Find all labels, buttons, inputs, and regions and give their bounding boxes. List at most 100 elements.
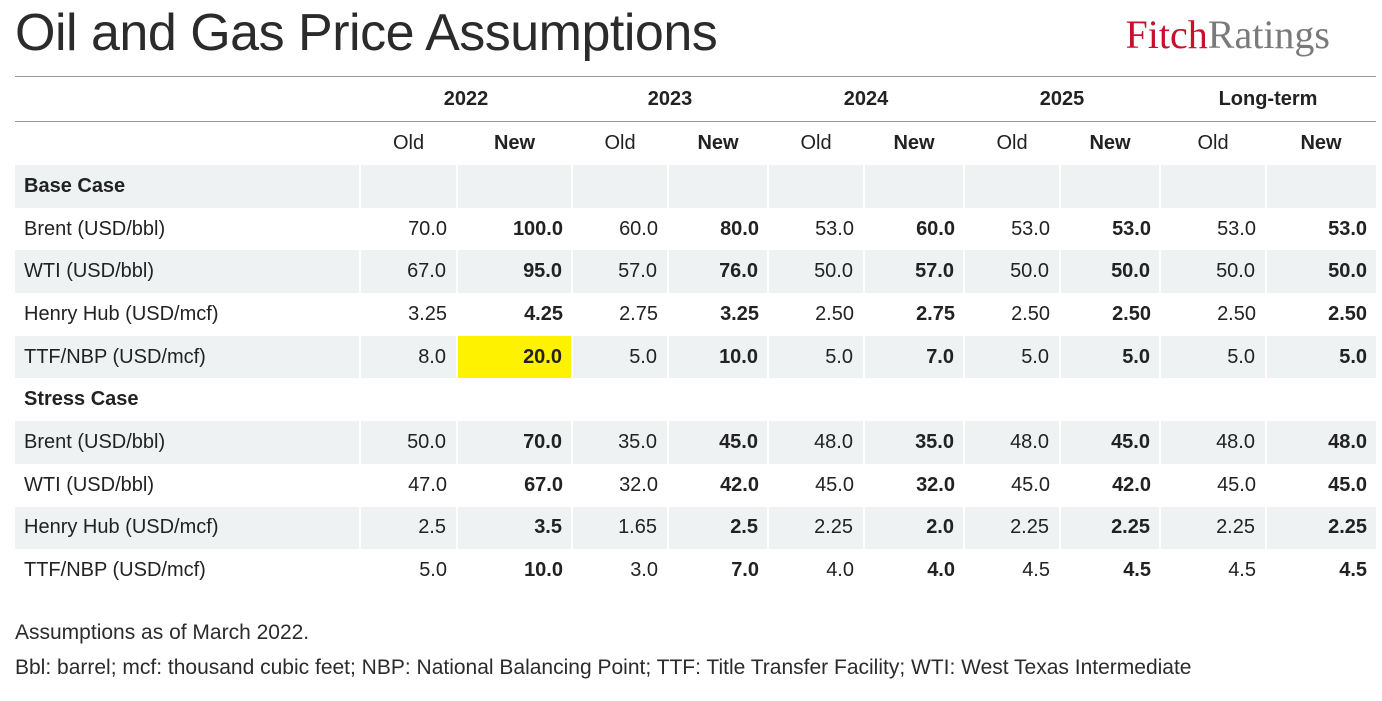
old-value-cell: 47.0	[408, 473, 447, 496]
empty-cell	[360, 165, 458, 208]
table-row: WTI (USD/bbl) 67.0 95.0 57.0 76.0 50.0 57.0 50.…	[15, 250, 1377, 294]
logo-fitch-text: Fitch	[1125, 12, 1208, 57]
empty-cell	[1266, 378, 1376, 421]
old-value-cell: 48.0	[768, 421, 865, 464]
new-value-cell: 50.0	[1266, 250, 1377, 294]
old-column-header: Old	[800, 131, 832, 154]
new-value-cell: 100.0	[512, 217, 563, 240]
empty-cell	[1266, 165, 1377, 208]
year-header: 2024	[768, 79, 964, 122]
old-column-header: Old	[996, 131, 1028, 154]
old-value-cell: 5.0	[419, 559, 447, 582]
page-title: Oil and Gas Price Assumptions	[15, 4, 718, 62]
old-value-cell: 5.0	[572, 335, 669, 379]
empty-cell	[864, 165, 965, 208]
new-value-cell: 67.0	[524, 473, 563, 496]
old-value-cell: 50.0	[964, 250, 1061, 294]
empty-cell	[768, 165, 865, 208]
row-label: Brent (USD/bbl)	[15, 421, 361, 464]
empty-cell	[964, 378, 1060, 421]
old-value-cell: 70.0	[408, 217, 447, 240]
new-value-cell: 35.0	[864, 421, 965, 464]
new-value-cell: 7.0	[864, 335, 965, 379]
old-value-cell: 5.0	[768, 335, 865, 379]
new-column-header: New	[493, 131, 536, 154]
new-value-cell: 7.0	[731, 559, 759, 582]
empty-cell	[768, 378, 864, 421]
row-label: WTI (USD/bbl)	[15, 250, 361, 294]
header-blank	[15, 79, 360, 122]
section-title: Stress Case	[24, 388, 139, 411]
new-value-cell: 42.0	[720, 473, 759, 496]
old-value-cell: 53.0	[1217, 217, 1256, 240]
footnote-abbreviations: Bbl: barrel; mcf: thousand cubic feet; N…	[15, 656, 1192, 679]
old-value-cell: 2.25	[964, 506, 1061, 550]
table-row: TTF/NBP (USD/mcf) 5.0 10.0 3.0 7.0 4.0 4.0 4.5 4…	[15, 549, 1376, 592]
new-value-cell: 53.0	[1328, 217, 1368, 240]
header-blank	[15, 121, 360, 165]
new-value-cell: 4.5	[1123, 559, 1151, 582]
old-value-cell: 3.25	[408, 302, 447, 325]
old-value-cell: 2.25	[768, 506, 865, 550]
old-value-cell: 45.0	[1011, 473, 1050, 496]
new-column-header: New	[697, 131, 739, 154]
footnotes: Assumptions as of March 2022. Bbl: barre…	[15, 615, 1191, 685]
new-value-cell: 3.5	[457, 506, 573, 550]
old-value-cell: 48.0	[964, 421, 1061, 464]
new-value-cell: 50.0	[1060, 250, 1161, 294]
row-label: TTF/NBP (USD/mcf)	[15, 335, 361, 379]
old-value-cell: 5.0	[964, 335, 1061, 379]
old-value-cell: 53.0	[815, 217, 854, 240]
new-value-cell: 2.50	[1112, 302, 1151, 325]
empty-cell	[360, 378, 457, 421]
old-value-cell: 57.0	[572, 250, 669, 294]
year-header: 2022	[360, 79, 572, 122]
table-row: Brent (USD/bbl) 70.0 100.0 60.0 80.0 53.0 60.0…	[15, 208, 1376, 251]
old-value-cell: 2.25	[1160, 506, 1267, 550]
empty-cell	[1060, 378, 1160, 421]
old-value-cell: 67.0	[360, 250, 458, 294]
new-value-cell: 10.0	[668, 335, 769, 379]
price-assumptions-table: 2022 2023 2024 2025 Long-term Old New Old New Ol…	[15, 79, 1377, 592]
old-value-cell: 45.0	[1217, 473, 1256, 496]
year-header-row: 2022 2023 2024 2025 Long-term	[15, 79, 1377, 122]
new-value-cell: 4.5	[1339, 559, 1368, 582]
new-value-cell: 5.0	[1266, 335, 1377, 379]
new-value-cell: 76.0	[668, 250, 769, 294]
section-header-row: Stress Case	[15, 378, 1376, 421]
old-value-cell: 4.0	[826, 559, 854, 582]
new-value-cell: 2.25	[1060, 506, 1161, 550]
year-header: 2023	[572, 79, 768, 122]
new-value-cell: 95.0	[457, 250, 573, 294]
footnote-date: Assumptions as of March 2022.	[15, 621, 310, 644]
section-header-row: Base Case	[15, 165, 1377, 208]
old-value-cell: 45.0	[815, 473, 854, 496]
old-value-cell: 48.0	[1160, 421, 1267, 464]
new-value-cell: 80.0	[720, 217, 759, 240]
old-value-cell: 2.5	[360, 506, 458, 550]
empty-cell	[964, 165, 1061, 208]
old-new-header-row: Old New Old New Old New Old New Old New	[15, 121, 1376, 165]
old-value-cell: 2.75	[619, 302, 658, 325]
new-value-cell: 4.0	[927, 559, 955, 582]
year-header: 2025	[964, 79, 1160, 122]
old-value-cell: 2.50	[1011, 302, 1050, 325]
old-value-cell: 50.0	[1160, 250, 1267, 294]
empty-cell	[1160, 378, 1266, 421]
row-label: Henry Hub (USD/mcf)	[15, 506, 361, 550]
new-value-cell: 3.25	[720, 302, 759, 325]
row-label: TTF/NBP (USD/mcf)	[24, 559, 206, 582]
new-value-cell: 45.0	[1328, 473, 1368, 496]
empty-cell	[1060, 165, 1161, 208]
empty-cell	[572, 378, 668, 421]
top-divider	[15, 76, 1376, 77]
old-value-cell: 5.0	[1160, 335, 1267, 379]
old-column-header: Old	[1197, 131, 1229, 154]
row-label: WTI (USD/bbl)	[24, 473, 154, 496]
new-value-cell: 4.25	[524, 302, 563, 325]
old-value-cell: 1.65	[572, 506, 669, 550]
new-column-header: New	[893, 131, 935, 154]
year-header: Long-term	[1160, 79, 1377, 122]
new-value-cell: 2.0	[864, 506, 965, 550]
new-value-cell: 2.25	[1266, 506, 1377, 550]
